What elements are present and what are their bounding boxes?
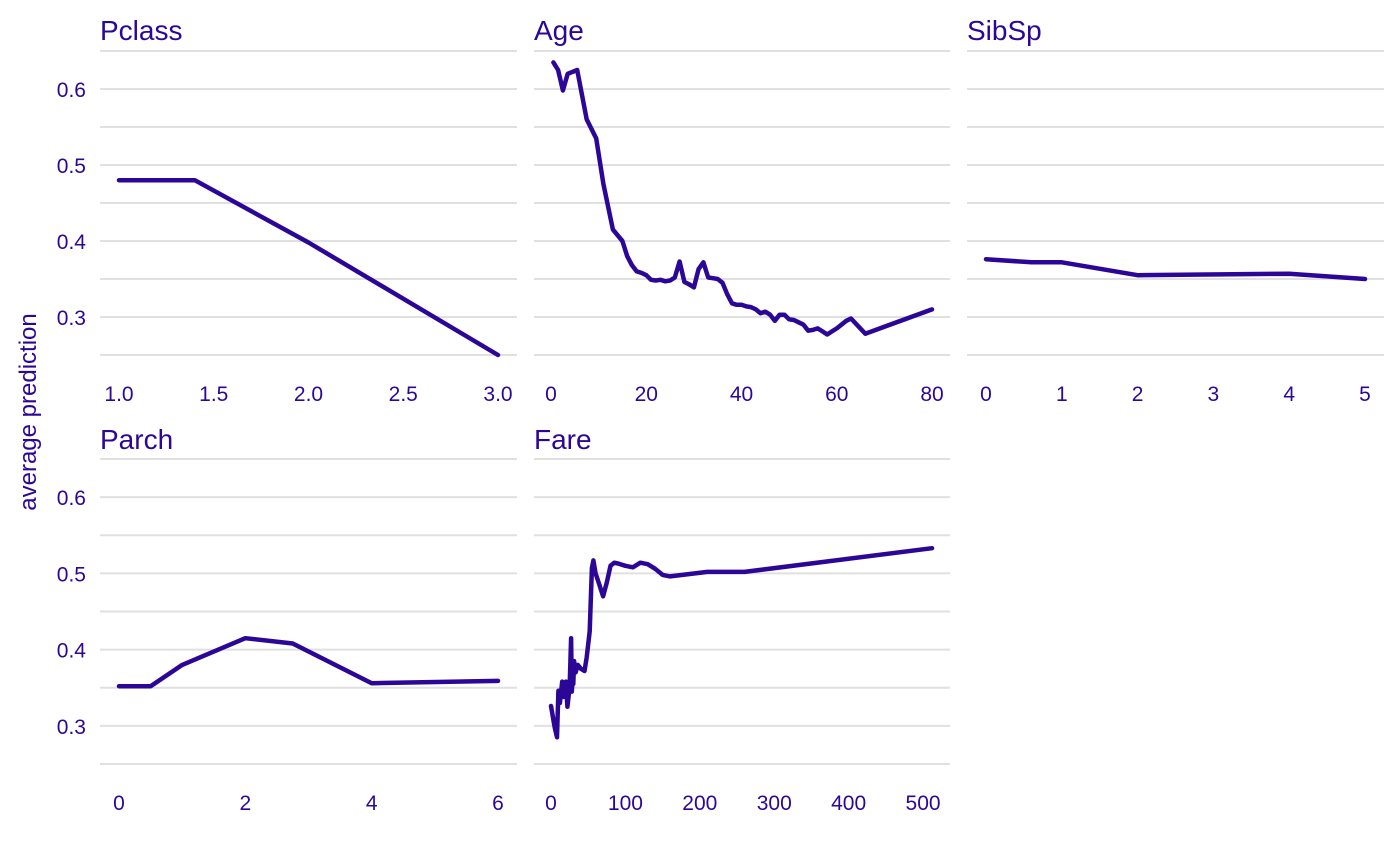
x-tick-label: 40 <box>730 383 753 406</box>
y-tick-label: 0.4 <box>57 231 87 254</box>
x-tick-label: 1.5 <box>199 383 228 406</box>
facet-panel-age: Age 0 20 40 60 80 <box>534 15 950 406</box>
series-line-fare <box>548 545 935 740</box>
series-line-parch <box>116 635 501 689</box>
series-line-sibsp <box>983 256 1368 282</box>
y-tick-label: 0.4 <box>57 640 87 663</box>
x-tick-label: 20 <box>635 383 658 406</box>
x-tick-label: 2.0 <box>294 383 323 406</box>
x-tick-label: 0 <box>113 792 125 815</box>
x-tick-label: 4 <box>1283 383 1295 406</box>
y-tick-label: 0.6 <box>57 487 86 510</box>
panel-title: Fare <box>534 424 592 455</box>
x-tick-label: 0 <box>980 383 992 406</box>
x-tick-label: 5 <box>1359 383 1371 406</box>
y-tick-label: 0.3 <box>57 716 86 739</box>
facet-panel-pclass: Pclass 1.0 1.5 2.0 2.5 3.0 0.3 0.4 0.5 0.6 <box>57 15 517 406</box>
series-line-pclass <box>116 177 501 358</box>
x-tick-label: 2.5 <box>389 383 418 406</box>
x-tick-label: 100 <box>608 792 643 815</box>
panel-title: Age <box>534 15 584 46</box>
x-tick-label: 2 <box>1132 383 1144 406</box>
x-tick-label: 4 <box>366 792 378 815</box>
y-tick-label: 0.3 <box>57 307 86 330</box>
x-tick-label: 1 <box>1056 383 1068 406</box>
x-tick-label: 60 <box>825 383 848 406</box>
facet-panel-parch: Parch 0 2 4 6 0.3 0.4 0.5 0.6 <box>57 424 517 815</box>
facet-panel-fare: Fare 0 100 200 300 400 500 <box>534 424 950 815</box>
x-tick-label: 200 <box>682 792 717 815</box>
series-line-age <box>551 60 935 337</box>
y-tick-label: 0.6 <box>57 79 86 102</box>
x-tick-label: 0 <box>545 383 557 406</box>
x-tick-label: 3.0 <box>483 383 512 406</box>
x-tick-label: 2 <box>239 792 251 815</box>
y-axis-label: average prediction <box>15 313 42 510</box>
y-tick-label: 0.5 <box>57 563 86 586</box>
panel-title: SibSp <box>967 15 1042 46</box>
panel-title: Pclass <box>100 15 182 46</box>
x-tick-label: 300 <box>757 792 792 815</box>
x-tick-label: 80 <box>920 383 943 406</box>
x-tick-label: 500 <box>906 792 941 815</box>
x-tick-label: 0 <box>545 792 557 815</box>
y-tick-label: 0.5 <box>57 155 86 178</box>
x-tick-label: 400 <box>831 792 866 815</box>
x-tick-label: 1.0 <box>104 383 133 406</box>
panel-title: Parch <box>100 424 173 455</box>
x-tick-label: 6 <box>492 792 504 815</box>
facet-panel-sibsp: SibSp 0 1 2 3 4 5 <box>967 15 1384 406</box>
x-tick-label: 3 <box>1208 383 1220 406</box>
